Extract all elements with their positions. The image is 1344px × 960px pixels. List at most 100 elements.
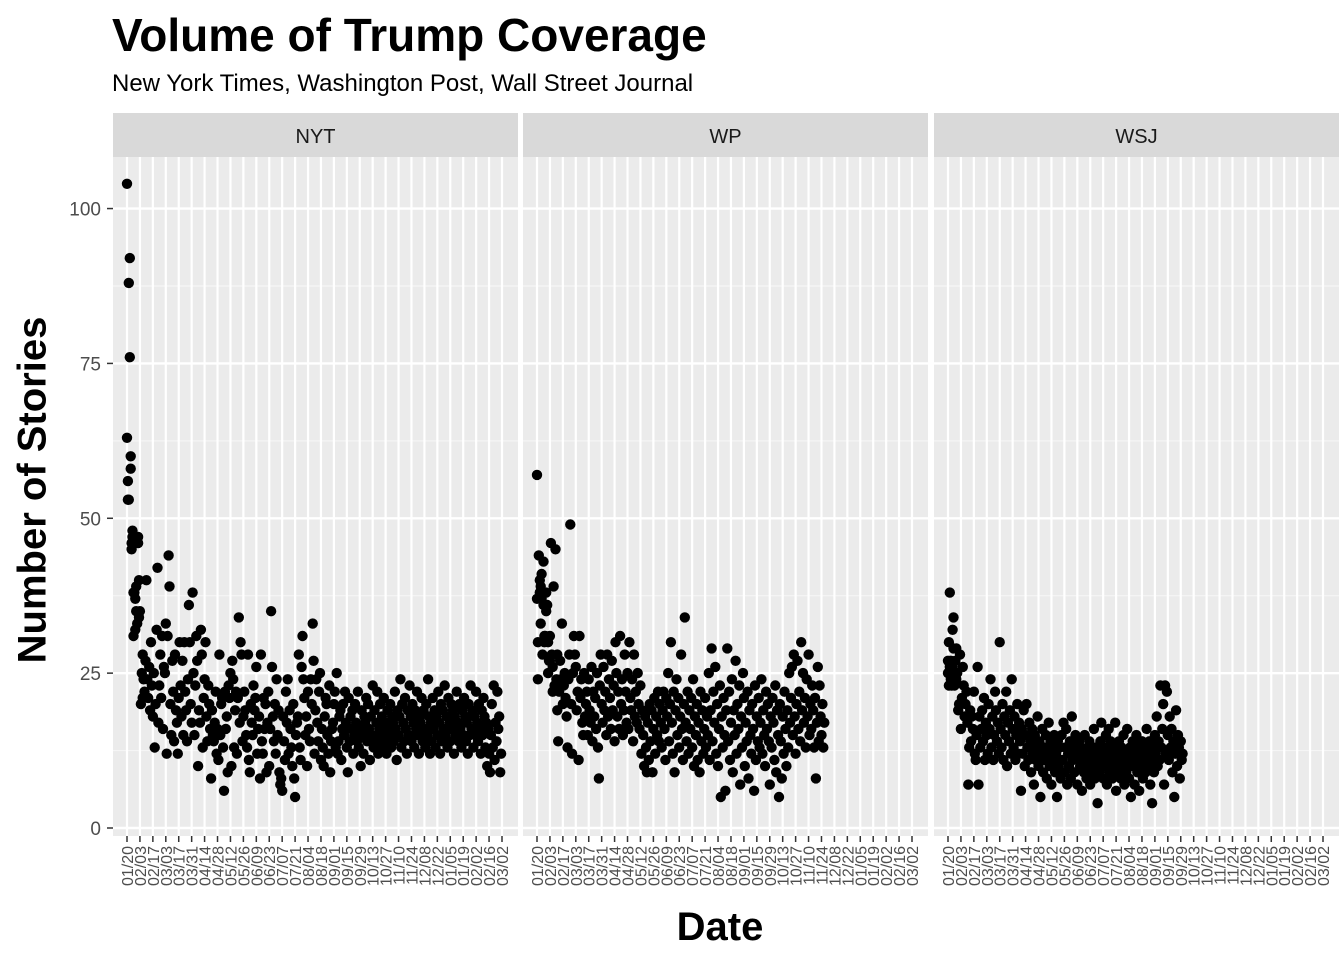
data-point: [272, 729, 283, 741]
x-tick-label: 10/27: [379, 846, 396, 886]
data-point: [355, 760, 366, 772]
x-tick-label: 02/03: [954, 846, 971, 886]
data-point: [470, 686, 482, 697]
x-tick-label: 03/03: [980, 846, 997, 886]
x-tick-label: 02/16: [892, 846, 909, 886]
x-tick-label: 01/19: [456, 846, 473, 886]
data-point: [948, 612, 959, 623]
data-point: [352, 686, 364, 697]
x-tick-label: 04/14: [1019, 846, 1036, 886]
data-point: [421, 698, 432, 710]
data-point: [313, 686, 325, 697]
data-point: [168, 736, 180, 747]
x-tick-label: 12/08: [417, 846, 434, 886]
data-point: [667, 748, 678, 759]
data-point: [235, 637, 246, 648]
data-point: [192, 760, 204, 772]
x-tick-label: 07/07: [685, 846, 702, 886]
data-point: [177, 655, 188, 666]
x-tick-label: 01/20: [941, 846, 958, 886]
data-point: [289, 791, 301, 803]
data-point: [389, 686, 401, 697]
x-tick-label: 12/22: [1251, 846, 1268, 886]
y-tick-label: 25: [80, 664, 101, 685]
data-point: [734, 680, 745, 691]
data-point: [244, 767, 255, 778]
data-point: [720, 785, 731, 796]
data-point: [1076, 785, 1088, 796]
data-point: [145, 637, 157, 648]
data-point: [590, 723, 602, 735]
data-point: [318, 760, 329, 772]
data-point: [193, 705, 205, 716]
data-point: [1151, 711, 1162, 722]
chart-subtitle: New York Times, Washington Post, Wall St…: [112, 70, 694, 97]
data-point: [792, 655, 803, 666]
data-point: [819, 717, 830, 728]
data-point: [132, 537, 144, 549]
data-point: [160, 618, 171, 629]
y-tick-label: 50: [80, 509, 101, 530]
data-point: [233, 612, 244, 623]
x-tick-label: 04/14: [198, 846, 215, 886]
data-point: [163, 550, 174, 561]
data-point: [759, 760, 771, 772]
x-tick-label: 07/21: [698, 846, 715, 886]
data-point: [1164, 711, 1175, 722]
data-point: [310, 705, 321, 716]
data-point: [635, 680, 646, 691]
data-point: [687, 674, 699, 685]
data-point: [810, 773, 822, 784]
data-point: [817, 698, 828, 710]
data-point: [812, 661, 823, 673]
data-point: [1166, 723, 1177, 735]
data-point: [364, 754, 376, 766]
x-tick-label: 11/24: [404, 846, 421, 885]
data-point: [287, 760, 298, 772]
x-tick-label: 02/17: [146, 846, 163, 886]
chart-title: Volume of Trump Coverage: [112, 9, 707, 61]
data-point: [605, 723, 617, 735]
data-point: [748, 785, 760, 796]
data-point: [196, 649, 207, 660]
data-point: [293, 649, 304, 660]
data-point: [125, 463, 136, 474]
data-point: [659, 723, 670, 735]
data-point: [126, 544, 137, 555]
data-point: [955, 723, 967, 735]
data-point: [782, 705, 793, 716]
data-point: [276, 773, 287, 784]
x-tick-label: 01/19: [1277, 846, 1294, 886]
data-point: [553, 736, 564, 747]
data-point: [624, 637, 635, 648]
data-point: [270, 748, 281, 759]
data-point: [1061, 723, 1072, 735]
data-point: [1163, 754, 1175, 766]
y-tick-label: 100: [69, 200, 101, 221]
data-point: [618, 705, 629, 716]
data-point: [566, 748, 578, 759]
data-point: [159, 667, 171, 679]
data-point: [1051, 791, 1063, 803]
x-tick-label: 02/02: [1290, 846, 1307, 886]
data-point: [570, 661, 581, 673]
x-tick-label: 11/24: [1225, 846, 1242, 885]
data-point: [169, 649, 181, 660]
data-point: [1025, 767, 1037, 778]
data-point: [491, 736, 502, 747]
data-point: [292, 711, 304, 722]
data-point: [647, 767, 658, 778]
x-tick-label: 01/19: [866, 846, 883, 886]
x-tick-label: 03/02: [1316, 846, 1333, 886]
data-point: [319, 711, 330, 722]
data-point: [541, 587, 552, 598]
data-point: [961, 686, 972, 697]
data-point: [489, 754, 500, 766]
data-point: [742, 686, 753, 697]
data-point: [242, 649, 254, 660]
data-point: [590, 692, 601, 704]
x-tick-label: 02/16: [1303, 846, 1320, 886]
data-point: [342, 767, 353, 778]
data-point: [669, 767, 680, 778]
data-point: [123, 494, 134, 505]
